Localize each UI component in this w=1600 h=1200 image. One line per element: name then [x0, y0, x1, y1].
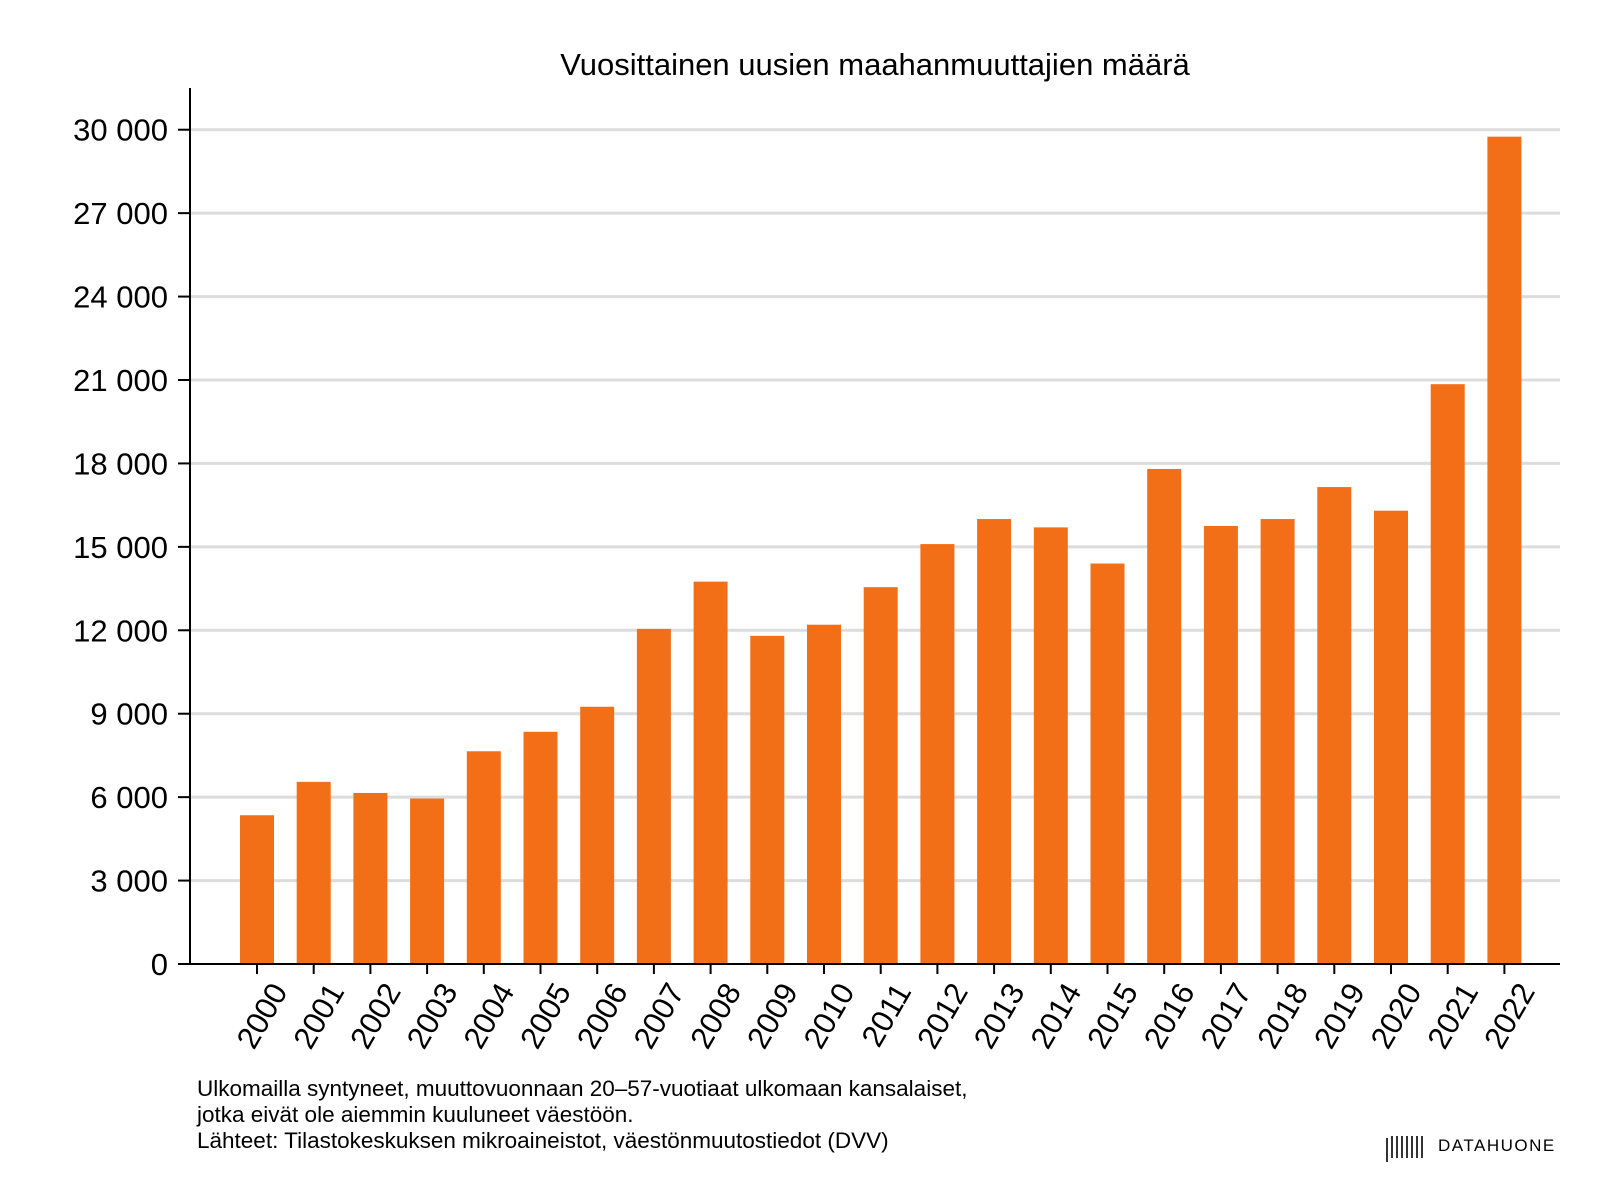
x-tick-label: 2002: [343, 977, 408, 1054]
x-tick-label: 2012: [910, 977, 975, 1054]
footnote-line: Ulkomailla syntyneet, muuttovuonnaan 20–…: [197, 1076, 968, 1101]
y-tick-label: 24 000: [73, 280, 168, 315]
brand-name: DATAHUONE: [1438, 1136, 1556, 1155]
x-tick-label: 2007: [627, 977, 692, 1054]
x-tick-label: 2021: [1420, 977, 1485, 1054]
y-axis-tick-labels: 0 3 000 6 000 9 000 12 000 15 000 18 000 21 000…: [73, 113, 190, 982]
y-tick-label: 12 000: [73, 613, 168, 648]
x-tick-label: 2009: [740, 977, 805, 1054]
y-tick-label: 6 000: [90, 780, 168, 815]
bar-2000: [240, 815, 274, 964]
bar-2009: [750, 635, 785, 964]
footnote-line: jotka eivät ole aiemmin kuuluneet väestö…: [197, 1102, 634, 1127]
bar-2007: [636, 628, 671, 964]
x-tick-label: 2011: [855, 977, 919, 1052]
bar-2021: [1430, 384, 1465, 965]
y-tick-label: 27 000: [73, 196, 168, 231]
bar-2013: [977, 519, 1012, 964]
bar-2015: [1090, 563, 1125, 964]
x-tick-label: 2019: [1307, 977, 1372, 1054]
x-tick-label: 2022: [1477, 977, 1542, 1054]
x-tick-label: 2005: [513, 977, 578, 1054]
bar-2017: [1203, 526, 1238, 964]
y-tick-label: 30 000: [73, 113, 168, 148]
x-tick-label: 2006: [570, 977, 635, 1054]
bar-2006: [580, 706, 615, 964]
x-tick-label: 2013: [967, 977, 1032, 1054]
bar-2020: [1374, 510, 1408, 964]
barcode-logo-icon: [1386, 1136, 1423, 1162]
x-tick-label: 2018: [1250, 977, 1315, 1054]
y-tick-label: 21 000: [73, 363, 168, 398]
y-tick-label: 0: [151, 947, 168, 982]
x-tick-label: 2020: [1364, 977, 1429, 1054]
y-tick-label: 9 000: [90, 697, 168, 732]
bar-2014: [1033, 527, 1068, 964]
x-tick-label: 2001: [286, 977, 351, 1054]
x-tick-label: 2003: [400, 977, 465, 1054]
bar-2001: [296, 781, 331, 964]
footnote: Ulkomailla syntyneet, muuttovuonnaan 20–…: [197, 1076, 967, 1154]
bar-2011: [863, 587, 898, 964]
bar-2002: [353, 792, 388, 964]
bar-2003: [410, 798, 445, 964]
bar-2018: [1260, 519, 1295, 964]
bar-2016: [1147, 468, 1182, 964]
x-tick-label: 2015: [1080, 977, 1145, 1054]
x-tick-label: 2004: [456, 977, 521, 1054]
y-tick-label: 18 000: [73, 446, 168, 481]
x-axis-tick-labels: 2000200120022003200420052006200720082009…: [230, 964, 1542, 1054]
x-tick-label: 2017: [1194, 977, 1259, 1054]
x-tick-label: 2000: [230, 977, 295, 1054]
chart-title: Vuosittainen uusien maahanmuuttajien mää…: [560, 47, 1190, 82]
x-tick-label: 2014: [1023, 977, 1088, 1054]
bar-2010: [807, 624, 841, 964]
x-tick-label: 2010: [797, 977, 862, 1054]
x-tick-label: 2008: [683, 977, 748, 1054]
source-line: Lähteet: Tilastokeskuksen mikroaineistot…: [197, 1128, 889, 1153]
bar-2019: [1317, 487, 1352, 964]
bar-2012: [920, 544, 955, 964]
x-tick-label: 2016: [1137, 977, 1202, 1054]
bar-2008: [693, 581, 728, 964]
bar-2022: [1487, 136, 1522, 964]
y-tick-label: 15 000: [73, 530, 168, 565]
bar-2005: [523, 731, 558, 964]
bar-2004: [466, 751, 501, 964]
y-tick-label: 3 000: [90, 864, 168, 899]
bars: [240, 136, 1522, 965]
brand-logo: DATAHUONE: [1386, 1130, 1556, 1162]
